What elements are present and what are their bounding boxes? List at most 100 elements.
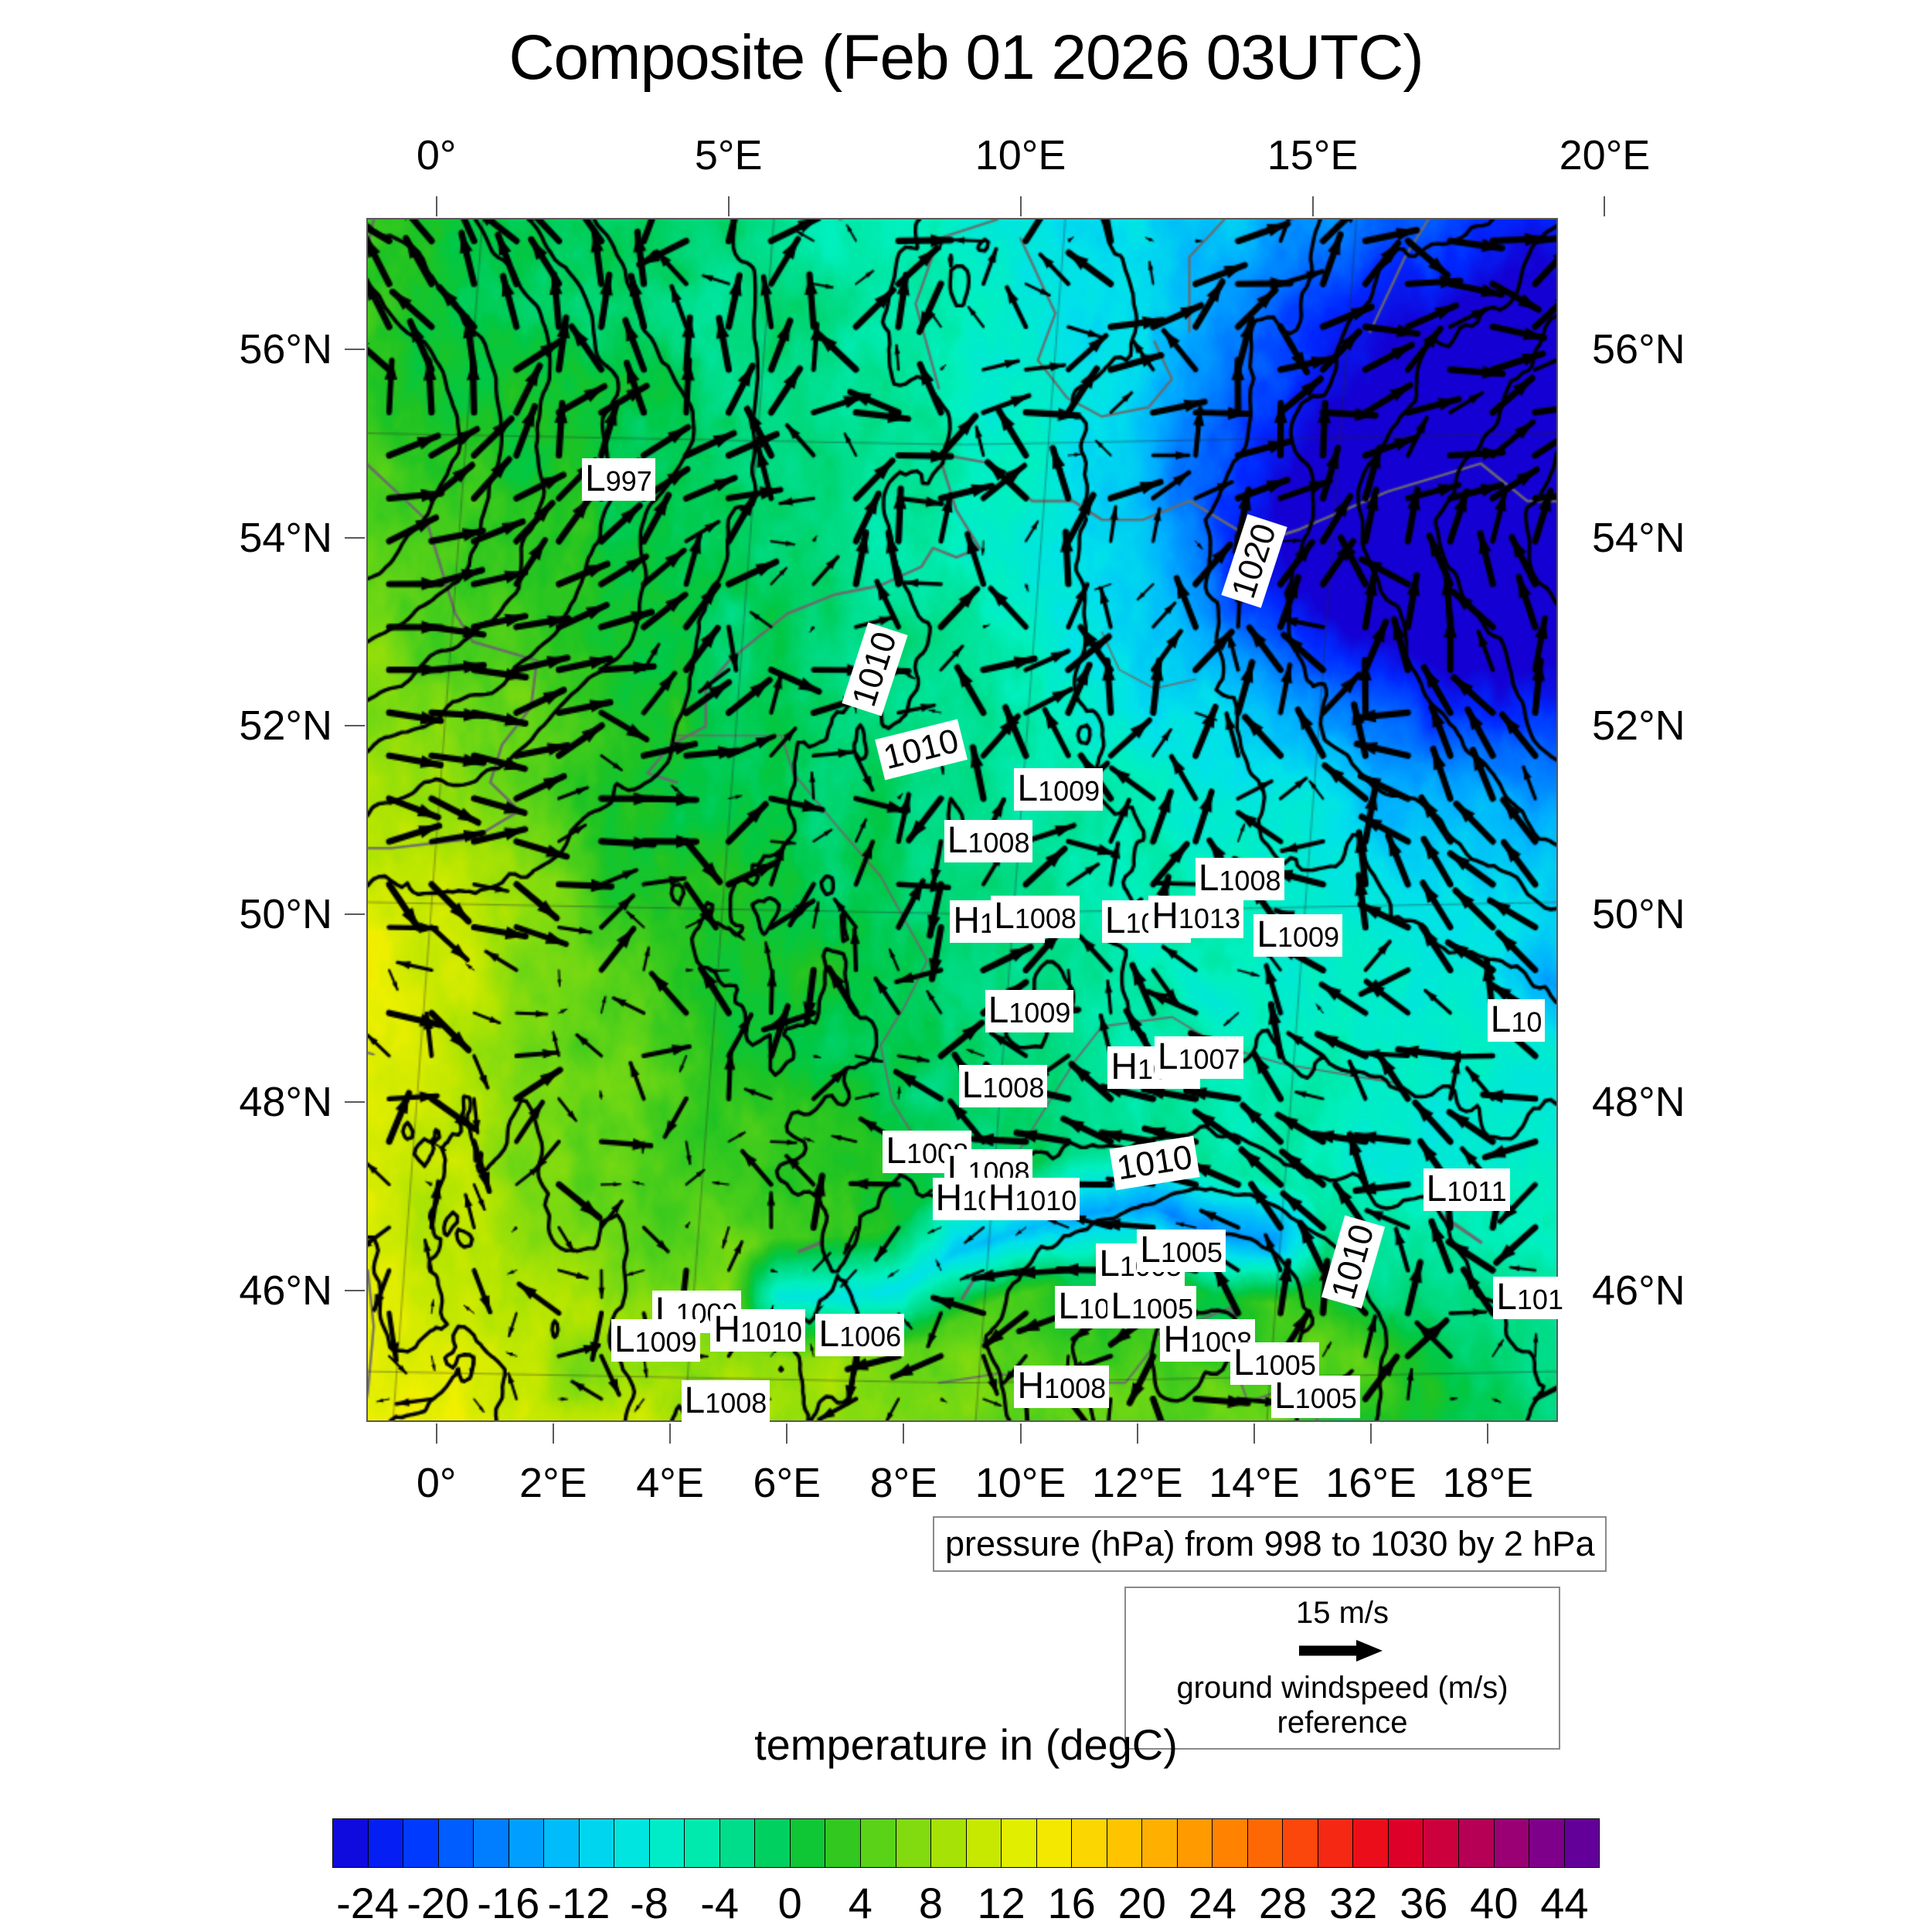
axis-tick [345,913,365,915]
colorbar-swatch [825,1819,861,1867]
pressure-center-type: H [953,900,980,941]
pressure-center-value: 1005 [1131,1292,1194,1325]
colorbar-tick-label: 44 [1540,1879,1589,1927]
colorbar[interactable] [332,1818,1600,1868]
pressure-center-type: L [818,1314,840,1355]
axis-tick [1487,1423,1489,1444]
pressure-center-value: 1011 [1447,1175,1507,1207]
colorbar-swatch [1318,1819,1354,1867]
colorbar-swatch [931,1819,967,1867]
top-axis-label: 10°E [975,132,1066,179]
right-axis-label: 52°N [1592,702,1685,750]
colorbar-swatch [438,1819,474,1867]
pressure-center-label: L 1009 [1014,768,1104,811]
colorbar-tick-label: -16 [477,1879,540,1927]
pressure-center-type: L [1233,1342,1254,1383]
pressure-center-type: H [935,1177,963,1219]
pressure-center-value: 1008 [1044,1372,1107,1405]
axis-tick [727,196,730,216]
pressure-center-value: 1013 [1178,902,1240,934]
pressure-center-type: L [886,1131,906,1172]
axis-tick [1253,1423,1255,1444]
page-title: Composite (Feb 01 2026 03UTC) [509,22,1423,93]
colorbar-tick-label: -24 [336,1879,400,1927]
colorbar-tick-label: 16 [1047,1879,1096,1927]
pressure-center-label: L 101 [1493,1276,1566,1319]
colorbar-tick-label: 12 [977,1879,1026,1927]
right-axis-label: 56°N [1592,326,1685,373]
colorbar-tick-label: -20 [406,1879,470,1927]
pressure-center-label: L 1006 [815,1314,905,1357]
top-axis-label: 15°E [1267,132,1359,179]
axis-tick [903,1423,905,1444]
pressure-center-label: L 10 [1487,998,1546,1042]
bottom-axis-label: 0° [416,1460,457,1506]
pressure-center-value: 1008 [1014,902,1077,934]
bottom-axis-label: 14°E [1209,1460,1300,1506]
pressure-center-label: L 1011 [1423,1168,1510,1211]
colorbar-swatch [368,1819,404,1867]
pressure-center-value: 1009 [1009,996,1071,1029]
colorbar-tick-label: 32 [1328,1879,1378,1927]
colorbar-swatch [474,1819,509,1867]
pressure-center-value: 1008 [968,827,1030,859]
pressure-center-value: 1005 [1253,1349,1316,1381]
pressure-center-value: 1009 [1038,775,1100,808]
bottom-axis-label: 4°E [636,1460,704,1506]
colorbar-tick-label: 24 [1188,1879,1237,1927]
pressure-center-value: 1009 [1277,921,1340,954]
pressure-center-type: H [988,1177,1015,1219]
pressure-center-type: L [1017,768,1039,810]
pressure-center-value: 1010 [1015,1184,1077,1216]
colorbar-tick-label: 36 [1400,1879,1448,1927]
pressure-center-type: L [1198,858,1219,900]
colorbar-swatch [509,1819,545,1867]
colorbar-title: temperature in (degC) [754,1720,1178,1769]
pressure-center-type: L [1111,1285,1132,1327]
left-axis-label: 48°N [239,1079,332,1126]
left-axis-label: 56°N [239,326,332,373]
colorbar-swatch [403,1819,439,1867]
pressure-center-label: L 1007 [1154,1036,1243,1080]
right-axis-label: 46°N [1592,1267,1685,1314]
pressure-center-value: 101 [1516,1283,1563,1315]
colorbar-swatch [614,1819,650,1867]
bottom-axis-label: 8°E [869,1460,938,1506]
bottom-axis-label: 6°E [753,1460,821,1506]
axis-tick [345,349,365,351]
bottom-axis-label: 18°E [1442,1460,1534,1506]
colorbar-swatch [1177,1819,1213,1867]
pressure-center-type: L [1426,1168,1447,1209]
pressure-center-label: H 1008 [1014,1366,1110,1409]
axis-tick [669,1423,672,1444]
left-axis-label: 46°N [239,1267,332,1314]
wind-arrow-icon [1299,1640,1383,1662]
axis-tick [345,1101,365,1104]
colorbar-swatch [579,1819,615,1867]
axis-tick [345,1289,365,1291]
colorbar-swatch [1036,1819,1073,1867]
wind-reference-caption: ground windspeed (m/s) reference [1176,1671,1509,1740]
pressure-center-label: L 1009 [1253,914,1343,957]
pressure-center-value: 1007 [1178,1043,1240,1076]
colorbar-swatch [544,1819,580,1867]
wind-reference-value: 15 m/s [1295,1596,1389,1630]
colorbar-swatch [685,1819,720,1867]
colorbar-swatch [896,1819,932,1867]
pressure-center-type: H [713,1309,740,1351]
axis-tick [345,536,365,539]
colorbar-tick-label: 8 [918,1879,944,1927]
pressure-center-type: L [1257,914,1277,956]
pressure-center-type: H [1163,1318,1191,1360]
bottom-axis-label: 16°E [1325,1460,1417,1506]
colorbar-tick-label: 0 [777,1879,802,1927]
colorbar-swatch [1529,1819,1565,1867]
pressure-center-value: 1008 [705,1386,767,1419]
colorbar-tick-label: 40 [1470,1879,1519,1927]
colorbar-swatch [790,1819,826,1867]
colorbar-swatch [755,1819,791,1867]
pressure-center-value: 1008 [1219,865,1281,897]
